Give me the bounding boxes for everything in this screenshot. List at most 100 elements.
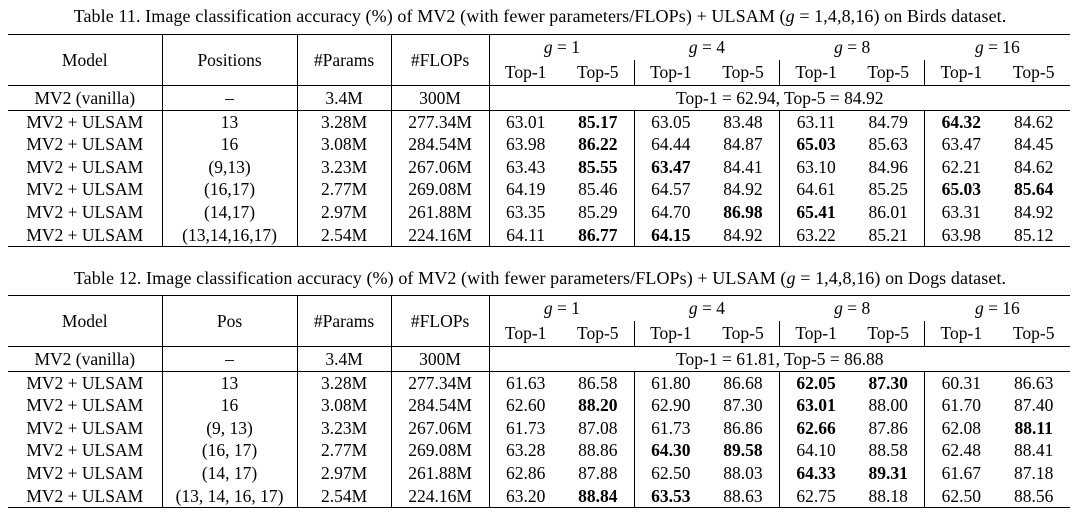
value-cell: 87.40 <box>1013 395 1054 416</box>
params-cell: 2.77M <box>297 439 392 462</box>
group-header-g1: g = 1 <box>489 35 634 61</box>
value-cell: 88.41 <box>1013 440 1054 461</box>
table-row: MV2 + ULSAM (16, 17) 2.77M 269.08M 63.28 88.8… <box>8 439 1070 462</box>
positions-cell: (16,17) <box>162 178 298 201</box>
subheader: Top-1 <box>924 60 998 86</box>
value-cell: 64.32 <box>941 111 981 132</box>
value-cell: 62.08 <box>941 417 981 438</box>
flops-cell: 277.34M <box>391 110 490 134</box>
table-row: MV2 + ULSAM (13,14,16,17) 2.54M 224.16M 64.1… <box>8 223 1070 247</box>
positions-cell: 13 <box>162 110 298 134</box>
model-cell: MV2 + ULSAM <box>8 461 163 485</box>
value-cell: 89.31 <box>852 461 926 485</box>
model-cell: MV2 + ULSAM <box>8 200 163 224</box>
value-cell: 62.66 <box>796 417 836 438</box>
params-cell: 2.77M <box>297 178 392 201</box>
subheader: Top-5 <box>997 60 1070 86</box>
positions-cell: 16 <box>162 394 298 417</box>
params-cell: 3.4M <box>297 346 392 372</box>
positions-cell: – <box>162 346 298 372</box>
value-cell: 86.22 <box>561 133 635 156</box>
table-row: MV2 + ULSAM (9, 13) 3.23M 267.06M 61.73 87.08… <box>8 416 1070 440</box>
params-cell: 3.23M <box>297 416 392 440</box>
group-value: = 8 <box>842 298 871 319</box>
summary-cell: Top-1 = 62.94, Top-5 = 84.92 <box>489 85 1070 111</box>
value-cell: 86.58 <box>561 371 635 395</box>
flops-cell: 300M <box>391 85 490 111</box>
value-cell: 64.57 <box>651 179 691 200</box>
value-cell: 62.50 <box>941 485 981 506</box>
value-cell: 61.67 <box>941 463 981 484</box>
positions-cell: (14, 17) <box>162 461 298 485</box>
column-header-flops: #FLOPs <box>391 295 490 348</box>
params-cell: 3.08M <box>297 133 392 156</box>
model-cell: MV2 + ULSAM <box>8 484 163 508</box>
value-cell: 88.00 <box>852 394 926 417</box>
g-symbol: g <box>974 298 984 319</box>
flops-cell: 261.88M <box>391 200 490 224</box>
value-cell: 62.90 <box>651 395 691 416</box>
model-cell: MV2 (vanilla) <box>8 85 163 111</box>
value-cell: 85.64 <box>1013 179 1054 200</box>
value-cell: 84.96 <box>852 155 926 179</box>
value-cell: 85.29 <box>561 200 635 224</box>
value-cell: 62.86 <box>505 463 546 484</box>
flops-cell: 267.06M <box>391 416 490 440</box>
group-header-g16: g = 16 <box>925 296 1070 322</box>
g-symbol: g <box>834 298 843 319</box>
results-table-birds: Model Positions #Params #FLOPs g = 1 g =… <box>8 34 1070 248</box>
params-cell: 2.54M <box>297 223 392 247</box>
value-cell: 65.41 <box>796 201 836 222</box>
caption-g-symbol: g <box>785 6 795 26</box>
value-cell: 87.30 <box>706 394 781 417</box>
group-value: = 1 <box>552 298 581 319</box>
value-cell: 86.63 <box>1013 372 1054 393</box>
value-cell: 84.92 <box>706 223 781 247</box>
model-cell: MV2 + ULSAM <box>8 371 163 395</box>
value-cell: 62.50 <box>651 463 691 484</box>
subheader: Top-5 <box>561 321 635 348</box>
model-cell: MV2 (vanilla) <box>8 346 163 372</box>
subheader: Top-1 <box>779 321 853 348</box>
value-cell: 60.31 <box>941 372 981 393</box>
flops-cell: 269.08M <box>391 439 490 462</box>
value-cell: 88.63 <box>706 484 781 508</box>
params-cell: 2.97M <box>297 461 392 485</box>
vanilla-row: MV2 (vanilla) – 3.4M 300M Top-1 = 61.81,… <box>8 346 1070 372</box>
value-cell: 86.86 <box>706 416 781 440</box>
value-cell: 87.30 <box>852 371 926 395</box>
group-value: = 4 <box>697 298 725 319</box>
value-cell: 84.92 <box>706 178 781 201</box>
value-cell: 64.19 <box>505 179 546 200</box>
value-cell: 88.11 <box>1014 417 1053 438</box>
value-cell: 63.20 <box>505 485 546 506</box>
value-cell: 64.44 <box>651 134 691 155</box>
flops-cell: 224.16M <box>391 484 490 508</box>
flops-cell: 284.54M <box>391 394 490 417</box>
group-value: = 1 <box>552 37 581 57</box>
value-cell: 62.75 <box>796 485 836 506</box>
value-cell: 85.55 <box>561 155 635 179</box>
params-cell: 2.97M <box>297 200 392 224</box>
value-cell: 62.21 <box>941 156 981 177</box>
value-cell: 62.48 <box>941 440 981 461</box>
group-value: = 8 <box>842 37 871 57</box>
group-value: = 16 <box>983 37 1020 57</box>
subheader: Top-1 <box>779 60 853 86</box>
subheader: Top-5 <box>561 60 635 86</box>
table-row: MV2 + ULSAM (13, 14, 16, 17) 2.54M 224.16M 6… <box>8 484 1070 508</box>
group-header-g8: g = 8 <box>780 296 925 322</box>
caption-g-symbol: g <box>786 268 796 289</box>
column-header-params: #Params <box>297 34 392 86</box>
subheader: Top-5 <box>706 60 781 86</box>
value-cell: 89.58 <box>706 439 781 462</box>
g-symbol: g <box>543 298 553 319</box>
params-cell: 3.4M <box>297 85 392 111</box>
value-cell: 63.22 <box>796 224 836 245</box>
value-cell: 63.05 <box>651 111 691 132</box>
value-cell: 87.18 <box>1013 463 1054 484</box>
flops-cell: 267.06M <box>391 155 490 179</box>
value-cell: 63.10 <box>796 156 836 177</box>
model-cell: MV2 + ULSAM <box>8 416 163 440</box>
table-caption: Table 11. Image classification accuracy … <box>0 6 1080 27</box>
